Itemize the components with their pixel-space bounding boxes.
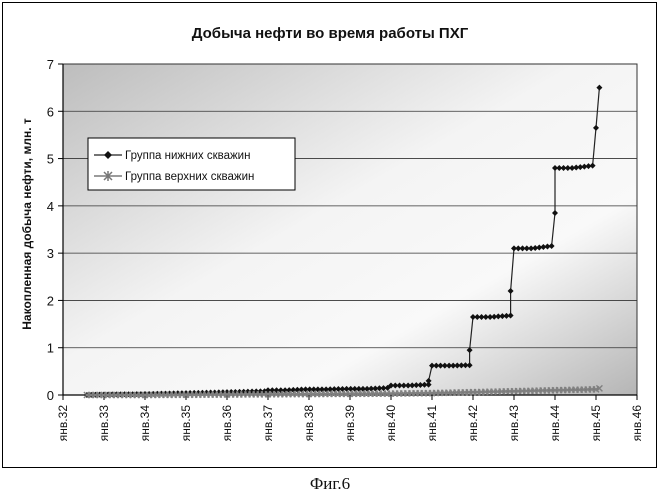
y-tick-label: 0	[47, 388, 54, 403]
x-tick-label: янв.34	[138, 405, 152, 442]
y-tick-label: 6	[47, 104, 54, 119]
legend-label-upper: Группа верхних скважин	[125, 171, 254, 183]
x-tick-label: янв.37	[261, 405, 275, 442]
legend-label-lower: Группа нижних скважин	[125, 150, 250, 162]
x-tick-label: янв.41	[425, 405, 439, 442]
x-tick-label: янв.32	[56, 405, 70, 442]
x-tick-label: янв.42	[466, 405, 480, 442]
x-tick-label: янв.38	[302, 405, 316, 442]
x-tick-label: янв.33	[97, 405, 111, 442]
y-tick-label: 1	[47, 341, 54, 356]
y-axis-label: Накопленная добыча нефти, млн. т	[20, 118, 34, 330]
x-tick-label: янв.44	[548, 405, 562, 442]
y-tick-label: 7	[47, 57, 54, 72]
x-tick-label: янв.39	[343, 405, 357, 442]
y-tick-label: 4	[47, 199, 54, 214]
chart: Добыча нефти во время работы ПХГ 0 1 2 3 4 5 6…	[0, 0, 660, 470]
plot-area	[63, 64, 637, 395]
x-tick-label: янв.40	[384, 405, 398, 442]
figure-caption: Фиг.6	[0, 474, 660, 494]
y-tick-label: 2	[47, 293, 54, 308]
x-tick-label: янв.43	[507, 405, 521, 442]
chart-title: Добыча нефти во время работы ПХГ	[192, 25, 469, 42]
legend: Группа нижних скважин Группа верхних скв…	[88, 138, 295, 190]
x-tick-label: янв.46	[630, 405, 644, 442]
x-tick-label: янв.35	[179, 405, 193, 442]
y-tick-label: 3	[47, 246, 54, 261]
y-tick-label: 5	[47, 152, 54, 167]
x-axis-ticks: янв.32 янв.33 янв.34 янв.35 янв.36 янв.37 янв.…	[56, 395, 644, 441]
x-tick-label: янв.45	[589, 405, 603, 442]
y-axis-ticks: 0 1 2 3 4 5 6 7	[47, 57, 63, 403]
x-tick-label: янв.36	[220, 405, 234, 442]
